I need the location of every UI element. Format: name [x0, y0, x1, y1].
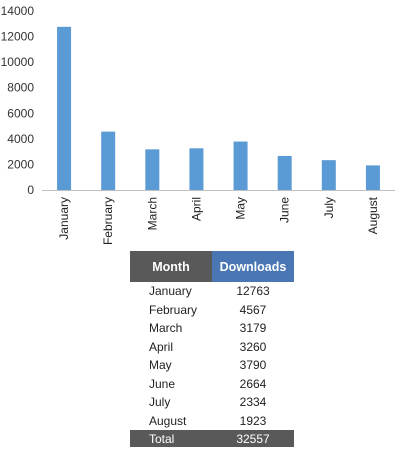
table-header-row: Month Downloads	[130, 251, 294, 282]
table-row: July 2334	[130, 393, 294, 412]
x-category-label: January	[57, 197, 71, 240]
downloads-cell: 4567	[239, 302, 267, 317]
month-cell: August	[149, 413, 187, 428]
y-tick-label: 10000	[1, 55, 35, 69]
downloads-table: Month Downloads January 12763 February 4567…	[130, 251, 294, 447]
table-row: March 3179	[130, 319, 294, 338]
x-category-label: May	[234, 197, 248, 220]
y-tick-label: 0	[27, 183, 34, 197]
downloads-cell: 2334	[239, 395, 267, 410]
month-cell: June	[149, 376, 176, 391]
table-row: August 1923	[130, 412, 294, 431]
table-row: June 2664	[130, 375, 294, 394]
total-label: Total	[130, 430, 212, 447]
table-row: January 12763	[130, 282, 294, 301]
bar	[277, 155, 292, 190]
month-cell: May	[149, 358, 172, 373]
table-row: May 3790	[130, 356, 294, 375]
downloads-cell: 3260	[239, 339, 267, 354]
y-tick-label: 12000	[1, 30, 35, 44]
table-total-row: Total 32557	[130, 430, 294, 447]
x-category-label: August	[366, 196, 380, 234]
bar	[365, 165, 380, 190]
bar	[101, 131, 116, 190]
downloads-cell: 12763	[236, 284, 270, 299]
y-tick-label: 4000	[7, 132, 34, 146]
table-body: January 12763 February 4567 March 3179 April 32…	[130, 282, 294, 430]
downloads-cell: 3179	[239, 321, 267, 336]
y-tick-label: 2000	[7, 157, 34, 171]
x-category-label: June	[278, 197, 292, 223]
bar	[321, 160, 336, 190]
x-category-label: July	[322, 197, 336, 218]
table-row: April 3260	[130, 338, 294, 357]
downloads-cell: 2664	[239, 376, 267, 391]
month-cell: January	[149, 284, 192, 299]
bar	[233, 141, 248, 190]
x-category-label: February	[101, 197, 115, 245]
month-cell: July	[149, 395, 171, 410]
month-cell: April	[149, 339, 174, 354]
y-tick-label: 8000	[7, 81, 34, 95]
month-cell: February	[149, 302, 198, 317]
x-category-label: April	[189, 197, 203, 221]
downloads-cell: 1923	[239, 413, 267, 428]
bar	[189, 148, 204, 190]
total-value: 32557	[212, 430, 294, 447]
y-tick-label: 6000	[7, 106, 34, 120]
bar-chart: 0 2000 4000 6000 8000 10000 12000 14000 January F…	[1, 4, 395, 245]
downloads-cell: 3790	[239, 358, 267, 373]
x-category-label: March	[145, 197, 159, 230]
bar	[57, 26, 72, 190]
month-cell: March	[149, 321, 183, 336]
bar	[145, 149, 160, 190]
y-tick-label: 14000	[1, 4, 35, 18]
table-row: February 4567	[130, 301, 294, 320]
month-column-header: Month	[130, 251, 212, 282]
downloads-column-header: Downloads	[212, 251, 294, 282]
